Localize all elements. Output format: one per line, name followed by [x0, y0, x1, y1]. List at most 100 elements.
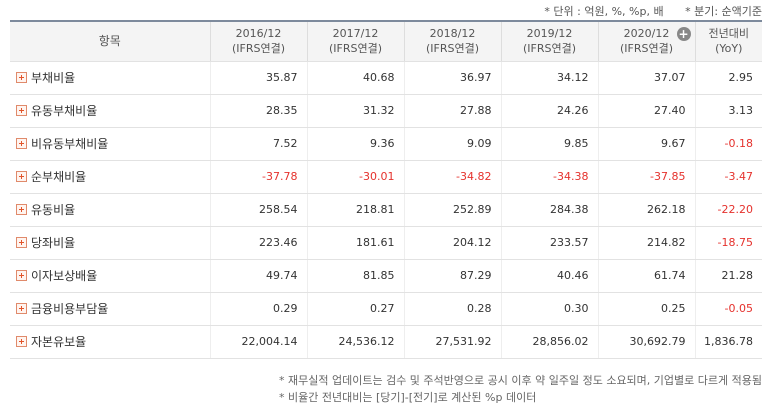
value-cell: 40.68 [306, 61, 404, 95]
table-header-row: 항목 2016/12 (IFRS연결) 2017/12 (IFRS연결) 2018/… [10, 20, 762, 62]
value-cell: 284.38 [500, 193, 598, 227]
value-cell: 27.88 [403, 94, 501, 128]
yoy-cell: 1,836.78 [694, 325, 762, 359]
row-label: 순부채비율 [31, 170, 87, 184]
header-2016: 2016/12 (IFRS연결) [209, 20, 307, 62]
footnote-yoy: * 비율간 전년대비는 [당기]-[전기]로 계산된 %p 데이터 [279, 391, 537, 404]
row-label: 부채비율 [31, 71, 76, 85]
yoy-cell: -22.20 [694, 193, 762, 227]
value-cell: 49.74 [209, 259, 307, 293]
row-label-cell[interactable]: 이자보상배율 [10, 259, 210, 293]
value-cell: 0.28 [403, 292, 501, 326]
value-cell: 81.85 [306, 259, 404, 293]
yoy-cell: 21.28 [694, 259, 762, 293]
row-label-cell[interactable]: 유동비율 [10, 193, 210, 227]
expand-plus-icon[interactable] [16, 303, 27, 314]
row-label: 비유동부채비율 [31, 137, 109, 151]
row-label: 금융비용부담율 [31, 302, 109, 316]
table-row: 유동비율 258.54 218.81 252.89 284.38 262.18 -22.20 [10, 193, 762, 227]
value-cell: 0.30 [500, 292, 598, 326]
expand-plus-icon[interactable] [16, 204, 27, 215]
value-cell: 233.57 [500, 226, 598, 260]
yoy-cell: -0.18 [694, 127, 762, 161]
value-cell: 0.29 [209, 292, 307, 326]
expand-plus-icon[interactable] [16, 270, 27, 281]
expand-plus-icon[interactable] [16, 72, 27, 83]
table-row: 순부채비율 -37.78 -30.01 -34.82 -34.38 -37.85 -3.47 [10, 160, 762, 194]
header-item: 항목 [10, 20, 210, 62]
value-cell: 252.89 [403, 193, 501, 227]
value-cell: 7.52 [209, 127, 307, 161]
value-cell: 28,856.02 [500, 325, 598, 359]
value-cell: 28.35 [209, 94, 307, 128]
header-2017: 2017/12 (IFRS연결) [306, 20, 404, 62]
expand-plus-icon[interactable] [16, 336, 27, 347]
row-label-cell[interactable]: 금융비용부담율 [10, 292, 210, 326]
value-cell: 9.09 [403, 127, 501, 161]
value-cell: 24.26 [500, 94, 598, 128]
table-row: 자본유보율 22,004.14 24,536.12 27,531.92 28,856.0… [10, 325, 762, 359]
value-cell: 36.97 [403, 61, 501, 95]
value-cell: 214.82 [597, 226, 695, 260]
table-row: 금융비용부담율 0.29 0.27 0.28 0.30 0.25 -0.05 [10, 292, 762, 326]
footnote-update: * 재무실적 업데이트는 검수 및 주석반영으로 공시 이후 약 일주일 정도 … [279, 374, 762, 387]
table-row: 이자보상배율 49.74 81.85 87.29 40.46 61.74 21.28 [10, 259, 762, 293]
row-label: 유동비율 [31, 203, 76, 217]
value-cell: 9.36 [306, 127, 404, 161]
header-2019: 2019/12 (IFRS연결) [500, 20, 598, 62]
header-2018: 2018/12 (IFRS연결) [403, 20, 501, 62]
header-yoy: 전년대비 (YoY) [694, 20, 762, 62]
table-row: 비유동부채비율 7.52 9.36 9.09 9.85 9.67 -0.18 [10, 127, 762, 161]
value-cell: 24,536.12 [306, 325, 404, 359]
header-2020: 2020/12 (IFRS연결) + [597, 20, 695, 62]
value-cell: 218.81 [306, 193, 404, 227]
table-row: 유동부채비율 28.35 31.32 27.88 24.26 27.40 3.13 [10, 94, 762, 128]
period-note-text: * 분기: 순액기준 [685, 5, 762, 18]
table-row: 당좌비율 223.46 181.61 204.12 233.57 214.82 -18.75 [10, 226, 762, 260]
row-label: 당좌비율 [31, 236, 76, 250]
yoy-cell: -18.75 [694, 226, 762, 260]
row-label: 이자보상배율 [31, 269, 98, 283]
plus-circle-icon[interactable]: + [676, 27, 691, 41]
value-cell: 0.25 [597, 292, 695, 326]
value-cell: 204.12 [403, 226, 501, 260]
value-cell: -37.78 [209, 160, 307, 194]
value-cell: 223.46 [209, 226, 307, 260]
value-cell: 22,004.14 [209, 325, 307, 359]
financial-ratio-table: 항목 2016/12 (IFRS연결) 2017/12 (IFRS연결) 2018/… [10, 20, 762, 359]
value-cell: 262.18 [597, 193, 695, 227]
value-cell: 31.32 [306, 94, 404, 128]
yoy-cell: 2.95 [694, 61, 762, 95]
row-label: 유동부채비율 [31, 104, 98, 118]
value-cell: 40.46 [500, 259, 598, 293]
row-label-cell[interactable]: 당좌비율 [10, 226, 210, 260]
expand-plus-icon[interactable] [16, 105, 27, 116]
expand-plus-icon[interactable] [16, 237, 27, 248]
row-label-cell[interactable]: 비유동부채비율 [10, 127, 210, 161]
yoy-cell: -3.47 [694, 160, 762, 194]
value-cell: -37.85 [597, 160, 695, 194]
table-row: 부채비율 35.87 40.68 36.97 34.12 37.07 2.95 [10, 61, 762, 95]
yoy-cell: -0.05 [694, 292, 762, 326]
value-cell: 37.07 [597, 61, 695, 95]
value-cell: 9.67 [597, 127, 695, 161]
value-cell: -30.01 [306, 160, 404, 194]
footnotes: * 재무실적 업데이트는 검수 및 주석반영으로 공시 이후 약 일주일 정도 … [279, 372, 762, 406]
row-label-cell[interactable]: 유동부채비율 [10, 94, 210, 128]
value-cell: 34.12 [500, 61, 598, 95]
value-cell: 0.27 [306, 292, 404, 326]
value-cell: -34.82 [403, 160, 501, 194]
unit-note-text: * 단위 : 억원, %, %p, 배 [544, 5, 664, 18]
value-cell: 27,531.92 [403, 325, 501, 359]
row-label: 자본유보율 [31, 335, 87, 349]
row-label-cell[interactable]: 순부채비율 [10, 160, 210, 194]
yoy-cell: 3.13 [694, 94, 762, 128]
unit-note: * 단위 : 억원, %, %p, 배 * 분기: 순액기준 [526, 3, 762, 19]
value-cell: 87.29 [403, 259, 501, 293]
value-cell: 181.61 [306, 226, 404, 260]
row-label-cell[interactable]: 자본유보율 [10, 325, 210, 359]
row-label-cell[interactable]: 부채비율 [10, 61, 210, 95]
value-cell: 258.54 [209, 193, 307, 227]
expand-plus-icon[interactable] [16, 171, 27, 182]
expand-plus-icon[interactable] [16, 138, 27, 149]
